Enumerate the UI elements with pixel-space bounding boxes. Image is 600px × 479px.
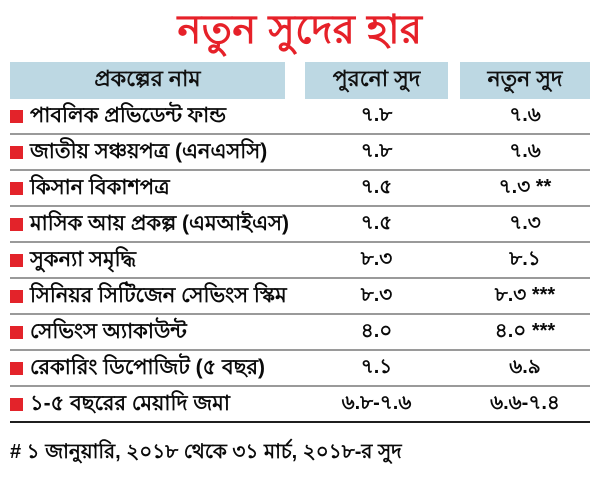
table-row: সুকন্যা সমৃদ্ধি ৮.৩ ৮.১ — [10, 243, 590, 279]
new-rate-value: ৭.৬ — [509, 139, 541, 162]
bullet-square-icon — [10, 325, 23, 339]
scheme-name-cell: জাতীয় সঞ্চয়পত্র (এনএসসি) — [10, 135, 305, 170]
bullet-square-icon — [10, 289, 23, 303]
scheme-name: জাতীয় সঞ্চয়পত্র (এনএসসি) — [30, 139, 268, 163]
bullet-square-icon — [10, 361, 23, 375]
scheme-name: ১-৫ বছরের মেয়াদি জমা — [30, 391, 230, 415]
old-rate-value: ৮.৩ — [360, 247, 393, 270]
new-rate-value: ৮.১ — [509, 247, 541, 270]
table-row: সিনিয়র সিটিজেন সেভিংস স্কিম ৮.৩ ৮.৩ *** — [10, 279, 590, 315]
table-row: কিসান বিকাশপত্র ৭.৫ ৭.৩ ** — [10, 171, 590, 207]
scheme-name-cell: সুকন্যা সমৃদ্ধি — [10, 243, 305, 278]
old-rate-value: ৭.৮ — [360, 103, 393, 126]
old-rate-value: ৬.৮-৭.৬ — [341, 391, 412, 414]
old-rate-value: ৭.৮ — [360, 139, 393, 162]
scheme-name-cell: মাসিক আয় প্রকল্প (এমআইএস) — [10, 207, 305, 242]
header-old-rate: পুরনো সুদ — [305, 62, 448, 99]
bullet-square-icon — [10, 217, 23, 231]
scheme-name: মাসিক আয় প্রকল্প (এমআইএস) — [30, 211, 289, 235]
bullet-square-icon — [10, 397, 23, 411]
page-title: নতুন সুদের হার — [177, 8, 423, 52]
new-rate-value: ৬.৯ — [509, 355, 541, 378]
old-rate-value: ৭.৫ — [360, 175, 393, 198]
scheme-name-cell: ১-৫ বছরের মেয়াদি জমা — [10, 387, 305, 422]
table-row: মাসিক আয় প্রকল্প (এমআইএস) ৭.৫ ৭.৩ — [10, 207, 590, 243]
header-new-rate: নতুন সুদ — [460, 62, 590, 99]
table-row: পাবলিক প্রভিডেন্ট ফান্ড ৭.৮ ৭.৬ — [10, 99, 590, 135]
table-body: পাবলিক প্রভিডেন্ট ফান্ড ৭.৮ ৭.৬ জাতীয় স… — [10, 99, 590, 423]
new-rate-value: ৪.০ *** — [494, 319, 556, 342]
footnote: # ১ জানুয়ারি, ২০১৮ থেকে ৩১ মার্চ, ২০১৮-… — [10, 441, 402, 463]
scheme-name-cell: সেভিংস অ্যাকাউন্ট — [10, 315, 305, 350]
old-rate-value: ৮.৩ — [360, 283, 393, 306]
scheme-name: কিসান বিকাশপত্র — [30, 175, 170, 199]
header-scheme-name: প্রকল্পের নাম — [10, 62, 285, 99]
scheme-name: সুকন্যা সমৃদ্ধি — [30, 247, 137, 271]
scheme-name-cell: রেকারিং ডিপোজিট (৫ বছর) — [10, 351, 305, 386]
new-rate-value: ৮.৩ *** — [494, 283, 556, 306]
table-row: রেকারিং ডিপোজিট (৫ বছর) ৭.১ ৬.৯ — [10, 351, 590, 387]
old-rate-value: ৪.০ — [360, 319, 393, 342]
bullet-square-icon — [10, 253, 23, 267]
bullet-square-icon — [10, 181, 23, 195]
scheme-name-cell: কিসান বিকাশপত্র — [10, 171, 305, 206]
new-rate-value: ৭.৩ ** — [498, 175, 552, 198]
table-header: প্রকল্পের নাম পুরনো সুদ নতুন সুদ — [10, 62, 590, 99]
new-rate-value: ৭.৬ — [509, 103, 541, 126]
old-rate-value: ৭.৫ — [360, 211, 393, 234]
scheme-name-cell: সিনিয়র সিটিজেন সেভিংস স্কিম — [10, 279, 305, 314]
new-rate-value: ৭.৩ — [509, 211, 541, 234]
scheme-name: রেকারিং ডিপোজিট (৫ বছর) — [30, 355, 266, 379]
table-row: জাতীয় সঞ্চয়পত্র (এনএসসি) ৭.৮ ৭.৬ — [10, 135, 590, 171]
table-row: ১-৫ বছরের মেয়াদি জমা ৬.৮-৭.৬ ৬.৬-৭.৪ — [10, 387, 590, 423]
scheme-name: সিনিয়র সিটিজেন সেভিংস স্কিম — [30, 283, 287, 307]
table-row: সেভিংস অ্যাকাউন্ট ৪.০ ৪.০ *** — [10, 315, 590, 351]
scheme-name: সেভিংস অ্যাকাউন্ট — [30, 319, 187, 343]
scheme-name: পাবলিক প্রভিডেন্ট ফান্ড — [30, 103, 226, 127]
bullet-square-icon — [10, 145, 23, 159]
new-rate-value: ৬.৬-৭.৪ — [490, 391, 560, 414]
scheme-name-cell: পাবলিক প্রভিডেন্ট ফান্ড — [10, 99, 305, 134]
old-rate-value: ৭.১ — [360, 355, 393, 378]
bullet-square-icon — [10, 109, 23, 123]
